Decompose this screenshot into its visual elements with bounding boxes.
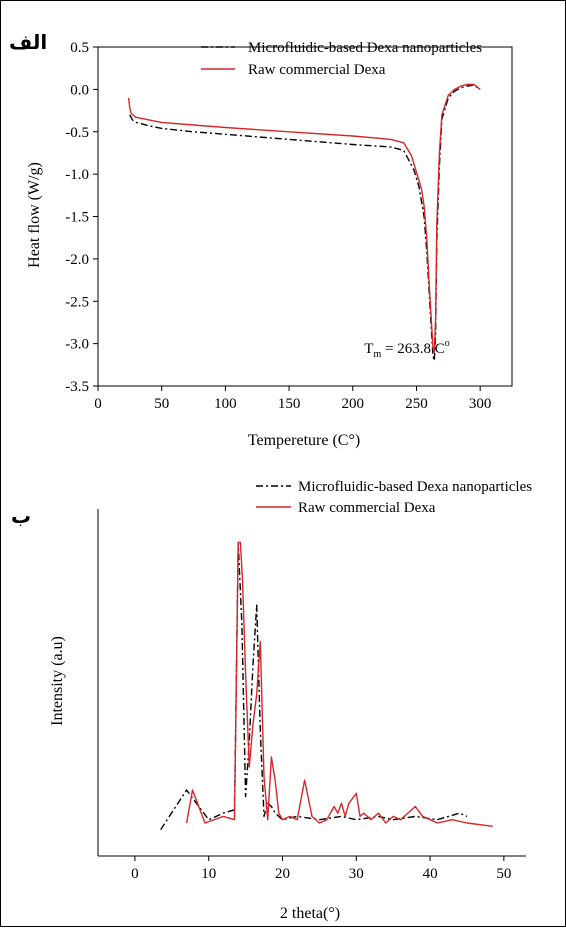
x-tick-label: 200 bbox=[342, 396, 365, 412]
panel-a-y-axis-title: Heat flow (W/g) bbox=[26, 162, 43, 268]
series-line-raw-commercial bbox=[185, 541, 493, 827]
panel-a-x-ticks: 0 50 100 150 200 250 300 bbox=[94, 386, 491, 412]
panel-a-y-ticks: 0.5 0.0 -0.5 -1.0 -1.5 -2.0 -2.5 -3.0 -3.5 bbox=[65, 40, 98, 395]
y-tick-label: -1.0 bbox=[65, 167, 89, 183]
panel-b-y-axis-title: Intensity (a.u) bbox=[49, 636, 66, 726]
panel-a-plot-area bbox=[97, 46, 513, 387]
x-tick-label: 50 bbox=[496, 866, 511, 882]
panel-a-x-axis-title: Tempereture (C°) bbox=[248, 432, 360, 449]
panel-a-chart: الف 0 50 100 150 200 250 300 0.5 0.0 -0.5 -1.0 -1.… bbox=[9, 30, 513, 449]
y-tick-label: -0.5 bbox=[65, 125, 89, 141]
series-line-nanoparticles bbox=[129, 84, 481, 362]
annotation-sub: m bbox=[373, 349, 381, 360]
panel-b-series bbox=[160, 541, 493, 830]
legend-label-raw: Raw commercial Dexa bbox=[298, 500, 436, 516]
series-line-raw-commercial bbox=[127, 83, 481, 353]
x-tick-label: 40 bbox=[423, 866, 438, 882]
annotation-main: T bbox=[364, 341, 373, 357]
legend-label-raw: Raw commercial Dexa bbox=[248, 62, 386, 78]
x-tick-label: 0 bbox=[131, 866, 139, 882]
panel-b-x-ticks: 0 10 20 30 40 50 bbox=[131, 856, 511, 882]
x-tick-label: 300 bbox=[469, 396, 492, 412]
y-tick-label: -3.5 bbox=[65, 379, 89, 395]
annotation-rest: = 263.8 C bbox=[381, 341, 444, 357]
panel-a-label: الف bbox=[9, 30, 47, 54]
panel-b-legend: Microfluidic-based Dexa nanoparticles Ra… bbox=[256, 479, 532, 516]
panel-a-tm-annotation: Tm = 263.8 Co bbox=[364, 338, 449, 360]
y-tick-label: -2.5 bbox=[65, 294, 89, 310]
x-tick-label: 250 bbox=[405, 396, 428, 412]
y-tick-label: 0.0 bbox=[70, 82, 89, 98]
y-tick-label: 0.5 bbox=[70, 40, 89, 56]
x-tick-label: 50 bbox=[154, 396, 169, 412]
y-tick-label: -1.5 bbox=[65, 210, 89, 226]
x-tick-label: 100 bbox=[214, 396, 237, 412]
panel-b-chart: ب 0 10 20 30 40 50 2 theta(°) Intensity (a.u)… bbox=[11, 479, 532, 922]
series-line-nanoparticles bbox=[160, 541, 468, 830]
panel-a-series bbox=[127, 83, 481, 362]
x-tick-label: 20 bbox=[275, 866, 290, 882]
x-tick-label: 0 bbox=[94, 396, 102, 412]
panel-b-x-axis-title: 2 theta(°) bbox=[280, 905, 340, 922]
y-tick-label: -3.0 bbox=[65, 337, 89, 353]
panel-a-legend: Microfluidic-based Dexa nanoparticles Ra… bbox=[201, 40, 482, 78]
x-tick-label: 10 bbox=[201, 866, 216, 882]
x-tick-label: 30 bbox=[349, 866, 364, 882]
x-tick-label: 150 bbox=[278, 396, 301, 412]
annotation-sup: o bbox=[445, 338, 450, 349]
y-tick-label: -2.0 bbox=[65, 252, 89, 268]
legend-label-nano: Microfluidic-based Dexa nanoparticles bbox=[248, 40, 482, 56]
panel-b-label: ب bbox=[11, 504, 31, 528]
legend-label-nano: Microfluidic-based Dexa nanoparticles bbox=[298, 479, 532, 495]
